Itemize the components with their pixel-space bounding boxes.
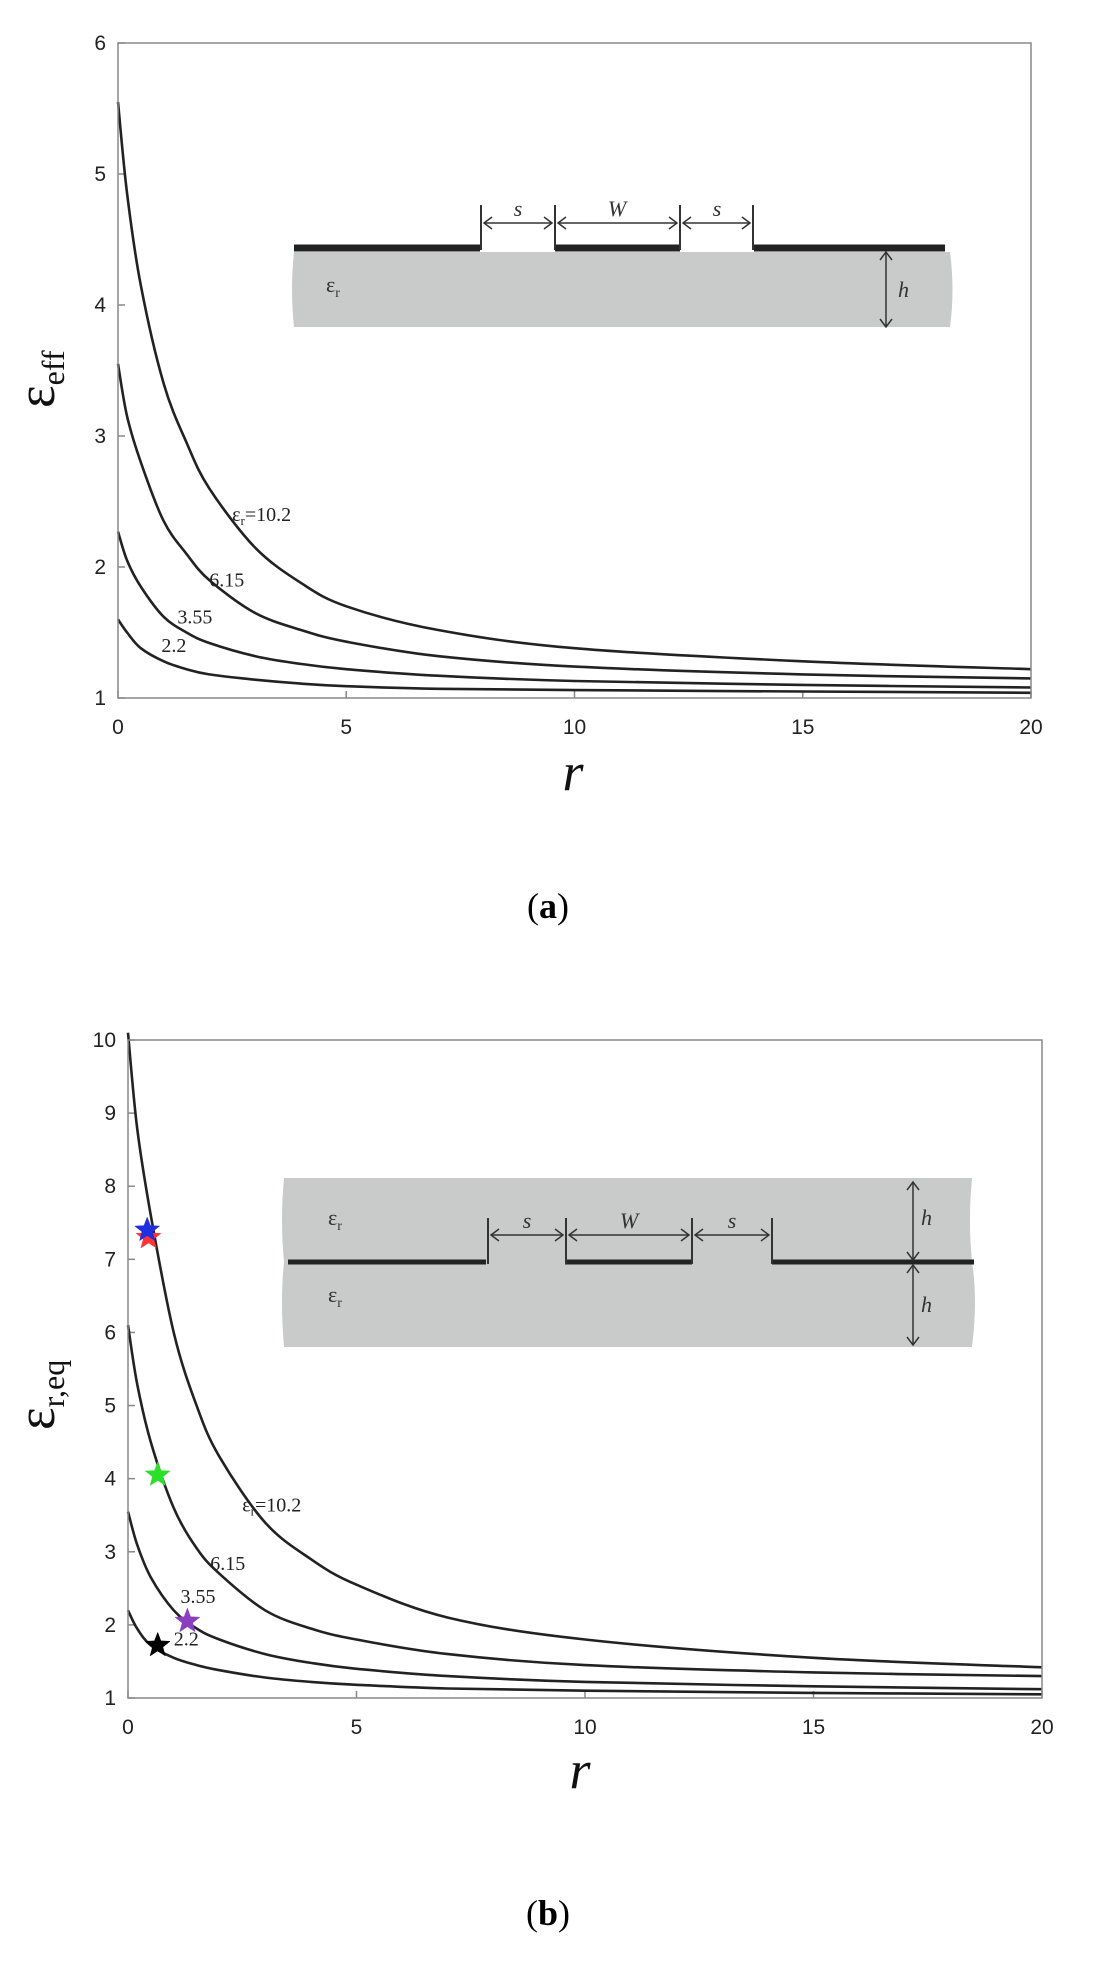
y-tick-label: 1 xyxy=(104,1687,116,1710)
x-tick-label: 10 xyxy=(563,716,586,739)
curve-label: 3.55 xyxy=(177,606,212,628)
series-line xyxy=(116,363,1032,680)
inset-eps-label-top: εr xyxy=(328,1205,342,1234)
star-marker xyxy=(144,1461,171,1487)
series-line xyxy=(116,101,1032,671)
curve-label: 2.2 xyxy=(161,635,186,657)
svg-text:εeff: εeff xyxy=(6,350,71,408)
y-tick-label: 6 xyxy=(104,1321,116,1344)
inset-h-label: h xyxy=(898,277,909,302)
inset-dimension-arrows xyxy=(489,1180,920,1347)
series-line xyxy=(116,531,1032,689)
curve-label: εr=10.2 xyxy=(242,1495,301,1519)
inset-substrate xyxy=(292,252,953,327)
inset-s-label: s xyxy=(523,1208,532,1233)
panel-a-x-axis-label: r xyxy=(562,742,584,802)
panel-a-curve-labels: εr=10.2 6.15 3.55 2.2 xyxy=(161,504,291,657)
inset-w-label: W xyxy=(608,196,628,221)
panel-b-plot-frame xyxy=(127,1039,1043,1699)
star-marker xyxy=(134,1216,161,1242)
panel-b-curves xyxy=(126,1032,1043,1696)
x-tick-label: 20 xyxy=(1030,1716,1053,1739)
y-tick-label: 4 xyxy=(104,1468,116,1491)
x-tick-label: 0 xyxy=(122,1716,134,1739)
y-tick-label: 2 xyxy=(94,556,106,579)
y-label-sub: eff xyxy=(35,350,71,385)
x-tick-label: 15 xyxy=(791,716,814,739)
inset-s-label: s xyxy=(713,196,722,221)
panel-b-ticks: 0 5 10 15 20 1 2 3 4 5 6 7 8 9 10 xyxy=(93,1029,1054,1739)
inset-w-label: W xyxy=(620,1208,640,1233)
y-tick-label: 2 xyxy=(104,1614,116,1637)
inset-s-label: s xyxy=(514,196,523,221)
y-label-main: ε xyxy=(6,385,66,408)
y-tick-label: 3 xyxy=(94,425,106,448)
y-tick-label: 5 xyxy=(104,1395,116,1418)
inset-substrate-bottom xyxy=(282,1262,975,1347)
x-tick-label: 15 xyxy=(802,1716,825,1739)
series-line xyxy=(126,1032,1043,1669)
panel-b-chart: 0 5 10 15 20 1 2 3 4 5 6 7 8 9 10 xyxy=(6,1029,1054,1800)
curve-label: 6.15 xyxy=(210,1553,245,1575)
inset-h-label: h xyxy=(921,1205,932,1230)
x-tick-label: 10 xyxy=(573,1716,596,1739)
y-label-sub: r,eq xyxy=(35,1360,71,1408)
series-line xyxy=(126,1511,1043,1691)
x-tick-label: 0 xyxy=(112,716,124,739)
x-tick-label: 5 xyxy=(351,1716,363,1739)
curve-label: 3.55 xyxy=(181,1586,216,1608)
y-tick-label: 7 xyxy=(104,1248,116,1271)
star-marker xyxy=(174,1607,201,1633)
panel-a-chart: 0 5 10 15 20 1 2 3 4 5 6 εeff r εr=10.2 6.15 3.55 2.2 xyxy=(6,32,1043,802)
panel-b-y-axis-label: εr,eq xyxy=(6,1360,71,1430)
panel-a-ticks: 0 5 10 15 20 1 2 3 4 5 6 xyxy=(94,32,1042,739)
y-tick-label: 5 xyxy=(94,163,106,186)
curve-label: 6.15 xyxy=(209,570,244,592)
panel-a-cpw-inset: s W s h εr xyxy=(292,196,953,329)
panel-b-star-markers xyxy=(134,1216,201,1657)
panel-a-plot-frame xyxy=(117,42,1032,699)
x-tick-label: 5 xyxy=(340,716,352,739)
panel-b-x-axis-label: r xyxy=(569,1740,591,1800)
inset-eps-label: εr xyxy=(326,272,340,301)
y-tick-label: 10 xyxy=(93,1029,116,1052)
panel-b-curve-labels: εr=10.2 6.15 3.55 2.2 xyxy=(174,1495,302,1651)
panel-a-y-axis-label: εeff xyxy=(6,350,71,408)
panel-b-cpw-inset: s W s h h εr εr xyxy=(282,1178,975,1347)
inset-dimension-arrows xyxy=(482,216,893,329)
y-tick-label: 3 xyxy=(104,1541,116,1564)
inset-s-label: s xyxy=(728,1208,737,1233)
x-tick-label: 20 xyxy=(1019,716,1042,739)
y-tick-label: 1 xyxy=(94,687,106,710)
panel-a-caption: (a) xyxy=(527,886,569,926)
curve-label: 2.2 xyxy=(174,1628,199,1650)
series-line xyxy=(116,618,1032,695)
svg-text:εr,eq: εr,eq xyxy=(6,1360,71,1430)
star-marker xyxy=(144,1631,171,1657)
y-tick-label: 9 xyxy=(104,1102,116,1125)
inset-substrate-top xyxy=(282,1178,972,1262)
inset-eps-label-bottom: εr xyxy=(328,1282,342,1311)
curve-label: εr=10.2 xyxy=(232,504,291,528)
y-tick-label: 4 xyxy=(94,294,106,317)
y-label-main: ε xyxy=(6,1407,66,1430)
y-tick-label: 6 xyxy=(94,32,106,55)
panel-b-caption: (b) xyxy=(526,1893,570,1933)
y-tick-label: 8 xyxy=(104,1175,116,1198)
panel-a-curves xyxy=(116,101,1032,695)
inset-h-label: h xyxy=(921,1292,932,1317)
